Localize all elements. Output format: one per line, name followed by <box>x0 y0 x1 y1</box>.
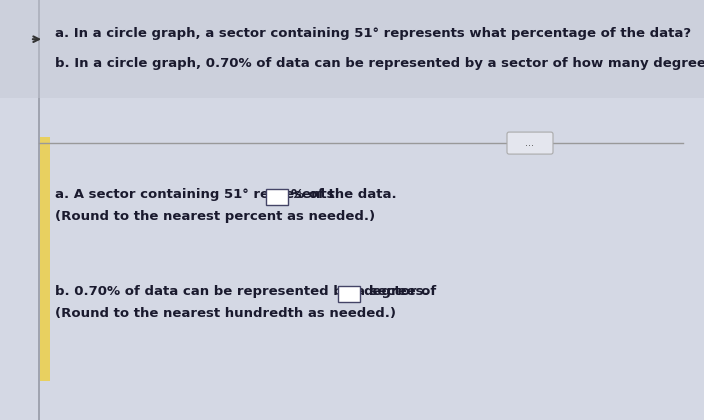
Bar <box>338 286 360 302</box>
Bar <box>38 98 39 420</box>
Text: (Round to the nearest percent as needed.): (Round to the nearest percent as needed.… <box>55 210 375 223</box>
Bar <box>38 0 39 98</box>
Text: b. In a circle graph, 0.70% of data can be represented by a sector of how many d: b. In a circle graph, 0.70% of data can … <box>55 57 704 70</box>
Text: ...: ... <box>525 138 534 148</box>
Bar <box>0 0 704 98</box>
Text: % of the data.: % of the data. <box>291 188 396 201</box>
Text: a. In a circle graph, a sector containing 51° represents what percentage of the : a. In a circle graph, a sector containin… <box>55 27 691 40</box>
Text: a. A sector containing 51° represents: a. A sector containing 51° represents <box>55 188 339 201</box>
Bar <box>39 136 49 381</box>
Bar <box>0 0 704 98</box>
Bar <box>0 98 704 420</box>
FancyBboxPatch shape <box>507 132 553 154</box>
Text: b. 0.70% of data can be represented by a sector of: b. 0.70% of data can be represented by a… <box>55 285 441 298</box>
Bar <box>266 189 288 205</box>
Text: (Round to the nearest hundredth as needed.): (Round to the nearest hundredth as neede… <box>55 307 396 320</box>
Text: degrees.: degrees. <box>363 285 429 298</box>
